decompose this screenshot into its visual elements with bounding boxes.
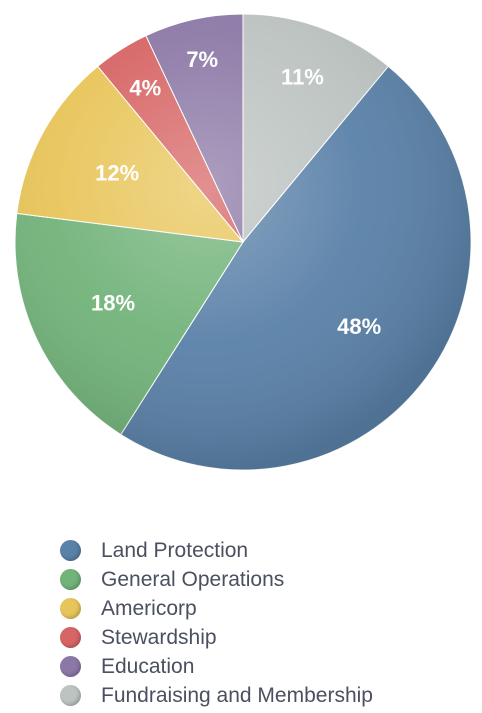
data-label-americorp: 12% bbox=[95, 160, 139, 185]
legend-label: Land Protection bbox=[101, 538, 249, 562]
data-label-education: 7% bbox=[186, 47, 218, 72]
legend-swatch-icon bbox=[60, 656, 81, 677]
data-label-fundraising-and-membership: 11% bbox=[281, 64, 324, 89]
legend-swatch-icon bbox=[60, 598, 81, 619]
legend: Land Protection General Operations Americo… bbox=[60, 536, 373, 710]
legend-item-stewardship: Stewardship bbox=[60, 623, 373, 652]
pie-slices bbox=[14, 13, 472, 471]
legend-swatch-icon bbox=[60, 627, 81, 648]
legend-label: Stewardship bbox=[101, 625, 217, 649]
data-label-land-protection: 48% bbox=[337, 314, 381, 339]
legend-item-land-protection: Land Protection bbox=[60, 536, 373, 565]
legend-swatch-icon bbox=[60, 540, 81, 561]
legend-label: Education bbox=[101, 654, 195, 678]
legend-swatch-icon bbox=[60, 569, 81, 590]
legend-item-general-operations: General Operations bbox=[60, 565, 373, 594]
legend-item-americorp: Americorp bbox=[60, 594, 373, 623]
data-label-stewardship: 4% bbox=[129, 75, 161, 100]
legend-item-fundraising-and-membership: Fundraising and Membership bbox=[60, 681, 373, 710]
legend-label: Fundraising and Membership bbox=[101, 683, 373, 707]
legend-item-education: Education bbox=[60, 652, 373, 681]
pie-data-labels: 11% 48% 18% 12% 4% 7% bbox=[91, 47, 381, 339]
data-label-general-operations: 18% bbox=[91, 291, 135, 316]
legend-swatch-icon bbox=[60, 685, 81, 706]
legend-label: Americorp bbox=[101, 596, 197, 620]
legend-label: General Operations bbox=[101, 567, 285, 591]
